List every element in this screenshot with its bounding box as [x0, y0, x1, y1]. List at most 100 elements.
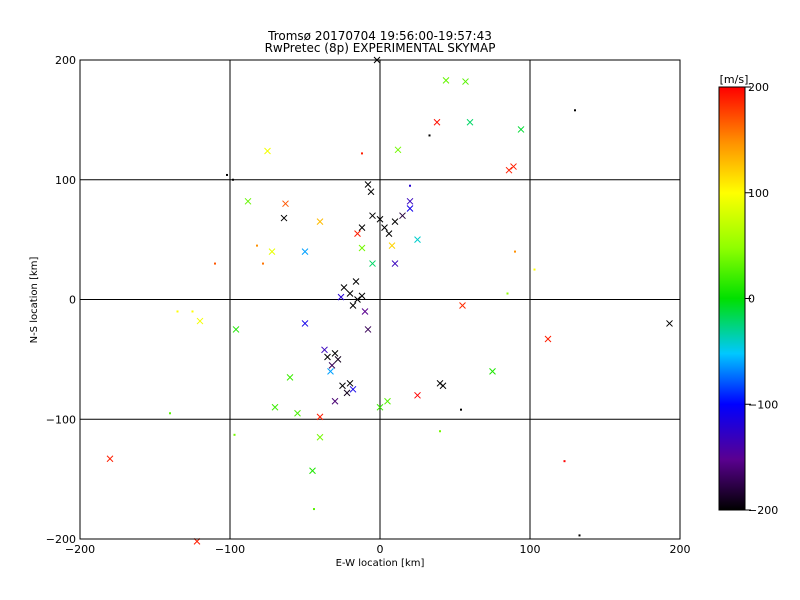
- data-point-cross: [505, 166, 513, 174]
- colorbar-tick-label: −200: [748, 504, 778, 517]
- data-point-cross: [316, 433, 324, 441]
- data-point-dot: [439, 430, 441, 433]
- data-point-cross: [232, 326, 240, 333]
- x-tick-label: −100: [215, 543, 245, 556]
- colorbar-ticks: −200 −100 0 100 200: [745, 81, 778, 517]
- data-point-dot: [574, 109, 576, 112]
- data-point-cross: [406, 205, 414, 212]
- data-point-cross: [385, 230, 393, 237]
- data-point-dot: [176, 310, 179, 313]
- x-tick-label: 200: [670, 543, 691, 556]
- data-point-dot: [169, 412, 171, 415]
- y-tick-label: −100: [46, 413, 76, 426]
- data-point-cross: [489, 367, 496, 375]
- data-point-cross: [294, 409, 301, 417]
- data-point-cross: [414, 236, 421, 243]
- data-point-cross: [334, 356, 342, 363]
- chart-title: Tromsø 20170704 19:56:00-19:57:43: [267, 29, 492, 43]
- data-point-dot: [460, 408, 462, 411]
- data-point-dot: [232, 178, 234, 181]
- data-point-dot: [563, 460, 566, 463]
- data-point-cross: [433, 118, 441, 126]
- data-point-cross: [384, 397, 391, 405]
- plot-frame: [79, 59, 681, 540]
- data-point-cross: [346, 379, 354, 387]
- data-point-dot: [428, 134, 431, 137]
- data-point-cross: [301, 320, 309, 327]
- data-point-cross: [367, 188, 375, 196]
- data-point-dot: [262, 262, 264, 265]
- data-point-cross: [439, 382, 447, 390]
- data-point-cross: [343, 389, 351, 397]
- data-point-cross: [264, 147, 271, 155]
- data-point-dot: [514, 250, 516, 253]
- data-point-cross: [352, 278, 360, 285]
- data-point-cross: [510, 163, 517, 170]
- grid-lines: [80, 60, 680, 539]
- data-point-dot: [313, 508, 315, 511]
- data-point-cross: [369, 212, 376, 220]
- data-point-cross: [354, 296, 361, 303]
- data-point-cross: [364, 326, 372, 333]
- data-point-cross: [388, 242, 396, 249]
- data-point-cross: [406, 197, 414, 205]
- x-tick-label: 0: [377, 543, 384, 556]
- data-point-cross: [666, 320, 673, 327]
- data-point-cross: [349, 302, 357, 309]
- data-point-cross: [462, 78, 469, 85]
- y-axis-ticks: −200 −100 0 100 200: [46, 54, 76, 546]
- data-point-cross: [346, 290, 354, 297]
- data-point-cross: [316, 218, 324, 226]
- data-point-dot: [409, 184, 411, 187]
- x-axis-label: E-W location [km]: [336, 558, 425, 569]
- data-point-dot: [533, 268, 536, 271]
- data-point-cross: [466, 118, 474, 126]
- data-point-cross: [442, 77, 450, 84]
- y-tick-label: 0: [69, 294, 76, 307]
- data-point-cross: [316, 413, 324, 421]
- data-point-cross: [381, 224, 388, 232]
- data-point-cross: [328, 362, 336, 369]
- data-point-dot: [226, 173, 228, 176]
- data-point-cross: [361, 308, 369, 315]
- data-point-cross: [364, 181, 372, 188]
- y-tick-label: 100: [55, 174, 76, 187]
- data-point-cross: [324, 353, 331, 361]
- data-point-cross: [339, 382, 346, 390]
- data-point-cross: [286, 373, 294, 381]
- scatter-points: [106, 56, 673, 545]
- data-point-cross: [544, 335, 552, 343]
- data-point-cross: [327, 367, 334, 375]
- data-point-dot: [233, 433, 236, 436]
- data-point-cross: [282, 200, 289, 208]
- data-point-cross: [376, 215, 384, 223]
- chart-subtitle: RwPretec (8p) EXPERIMENTAL SKYMAP: [265, 41, 496, 55]
- data-point-cross: [349, 385, 357, 393]
- data-point-cross: [280, 214, 288, 222]
- data-point-cross: [459, 302, 466, 309]
- data-point-cross: [106, 455, 114, 463]
- colorbar-tick-label: 0: [748, 293, 755, 306]
- data-point-cross: [354, 230, 361, 237]
- colorbar-tick-label: 100: [748, 187, 769, 200]
- data-point-cross: [244, 197, 252, 205]
- colorbar-tick-label: −100: [748, 398, 778, 411]
- data-point-cross: [301, 248, 309, 255]
- data-point-cross: [358, 244, 366, 252]
- data-point-cross: [358, 292, 366, 300]
- data-point-cross: [337, 293, 345, 301]
- data-point-dot: [214, 262, 216, 265]
- data-point-cross: [394, 146, 402, 154]
- data-point-dot: [578, 534, 581, 537]
- colorbar-tick-label: 200: [748, 81, 769, 94]
- data-point-cross: [196, 317, 204, 325]
- data-point-dot: [256, 244, 258, 247]
- data-point-cross: [271, 403, 279, 411]
- colorbar: [718, 86, 746, 511]
- data-point-cross: [376, 403, 384, 411]
- y-tick-label: 200: [55, 54, 76, 67]
- data-point-cross: [358, 224, 366, 232]
- x-tick-label: 100: [520, 543, 541, 556]
- data-point-cross: [414, 391, 421, 399]
